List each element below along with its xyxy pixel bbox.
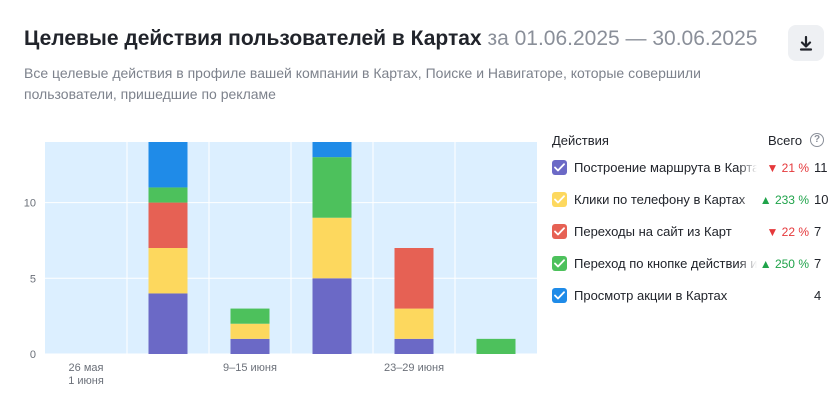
bar-segment xyxy=(230,338,270,354)
legend-item-label: Переходы на сайт из Карт xyxy=(574,224,757,239)
legend-item-label: Построение маршрута в Картах xyxy=(574,160,757,175)
legend-item[interactable]: Переходы на сайт из Карт ▼ 22 % 7 xyxy=(552,216,832,248)
bar-segment xyxy=(148,293,188,354)
bar-segment xyxy=(148,142,188,188)
x-tick-label: 26 мая xyxy=(69,362,104,374)
chart-subtitle: Все целевые действия в профиле вашей ком… xyxy=(24,65,701,102)
legend-item-delta: ▲ 233 % xyxy=(759,193,809,207)
x-tick-label: 23–29 июня xyxy=(384,362,444,374)
legend-item-label: Переход по кнопке действия из Карт xyxy=(574,256,757,271)
checkbox[interactable] xyxy=(552,288,567,303)
bar-segment xyxy=(148,248,188,294)
check-icon xyxy=(554,227,565,236)
y-tick-label: 10 xyxy=(24,198,36,210)
bar-segment xyxy=(230,323,270,339)
bar-segment xyxy=(230,308,270,324)
x-tick-label: 1 июня xyxy=(68,375,104,387)
legend: Действия Всего ? Построение маршрута в К… xyxy=(552,130,832,312)
legend-item-total: 7 xyxy=(814,256,822,271)
legend-total-header: Всего xyxy=(768,133,803,148)
legend-item-delta: ▼ 21 % xyxy=(766,161,809,175)
bar-segment xyxy=(312,217,352,279)
bar-segment xyxy=(148,187,188,203)
x-tick-label: 9–15 июня xyxy=(223,362,277,374)
bar-segment xyxy=(394,248,434,309)
check-icon xyxy=(554,163,565,172)
legend-actions-header: Действия xyxy=(552,133,609,148)
bar-segment xyxy=(394,308,434,339)
legend-item-label: Просмотр акции в Картах xyxy=(574,288,757,303)
bar-segment xyxy=(312,278,352,354)
checkbox[interactable] xyxy=(552,192,567,207)
legend-header: Действия Всего ? xyxy=(552,130,832,152)
legend-items: Построение маршрута в Картах ▼ 21 % 11 Клик… xyxy=(552,152,832,312)
legend-item-delta: ▲ 250 % xyxy=(759,257,809,271)
bar-segment xyxy=(312,157,352,218)
legend-item-total: 7 xyxy=(814,224,822,239)
bar-segment xyxy=(394,338,434,354)
check-icon xyxy=(554,259,565,268)
legend-item[interactable]: Просмотр акции в Картах 4 xyxy=(552,280,832,312)
page-title: Целевые действия пользователей в Картах xyxy=(24,27,482,50)
checkbox[interactable] xyxy=(552,256,567,271)
y-tick-label: 5 xyxy=(30,273,36,285)
checkbox[interactable] xyxy=(552,224,567,239)
legend-item-label: Клики по телефону в Картах xyxy=(574,192,757,207)
bar-segment xyxy=(476,338,516,354)
question-circle-icon[interactable]: ? xyxy=(810,133,824,147)
legend-item-total: 11 xyxy=(814,160,828,175)
bar-segment xyxy=(312,142,352,158)
check-icon xyxy=(554,291,565,300)
download-button[interactable] xyxy=(788,25,824,61)
legend-item-delta: ▼ 22 % xyxy=(766,225,809,239)
bar-segment xyxy=(148,202,188,248)
legend-item-total: 10 xyxy=(814,192,829,207)
period-label: за 01.06.2025 — 30.06.2025 xyxy=(487,27,758,50)
y-tick-label: 0 xyxy=(30,349,36,361)
check-icon xyxy=(554,195,565,204)
legend-item[interactable]: Клики по телефону в Картах ▲ 233 % 10 xyxy=(552,184,832,216)
legend-item-total: 4 xyxy=(814,288,822,303)
chart-title: Целевые действия пользователей в Картах … xyxy=(24,24,757,54)
legend-item[interactable]: Переход по кнопке действия из Карт▲ 250 … xyxy=(552,248,832,280)
download-icon xyxy=(799,35,813,51)
checkbox[interactable] xyxy=(552,160,567,175)
legend-item[interactable]: Построение маршрута в Картах ▼ 21 % 11 xyxy=(552,152,832,184)
